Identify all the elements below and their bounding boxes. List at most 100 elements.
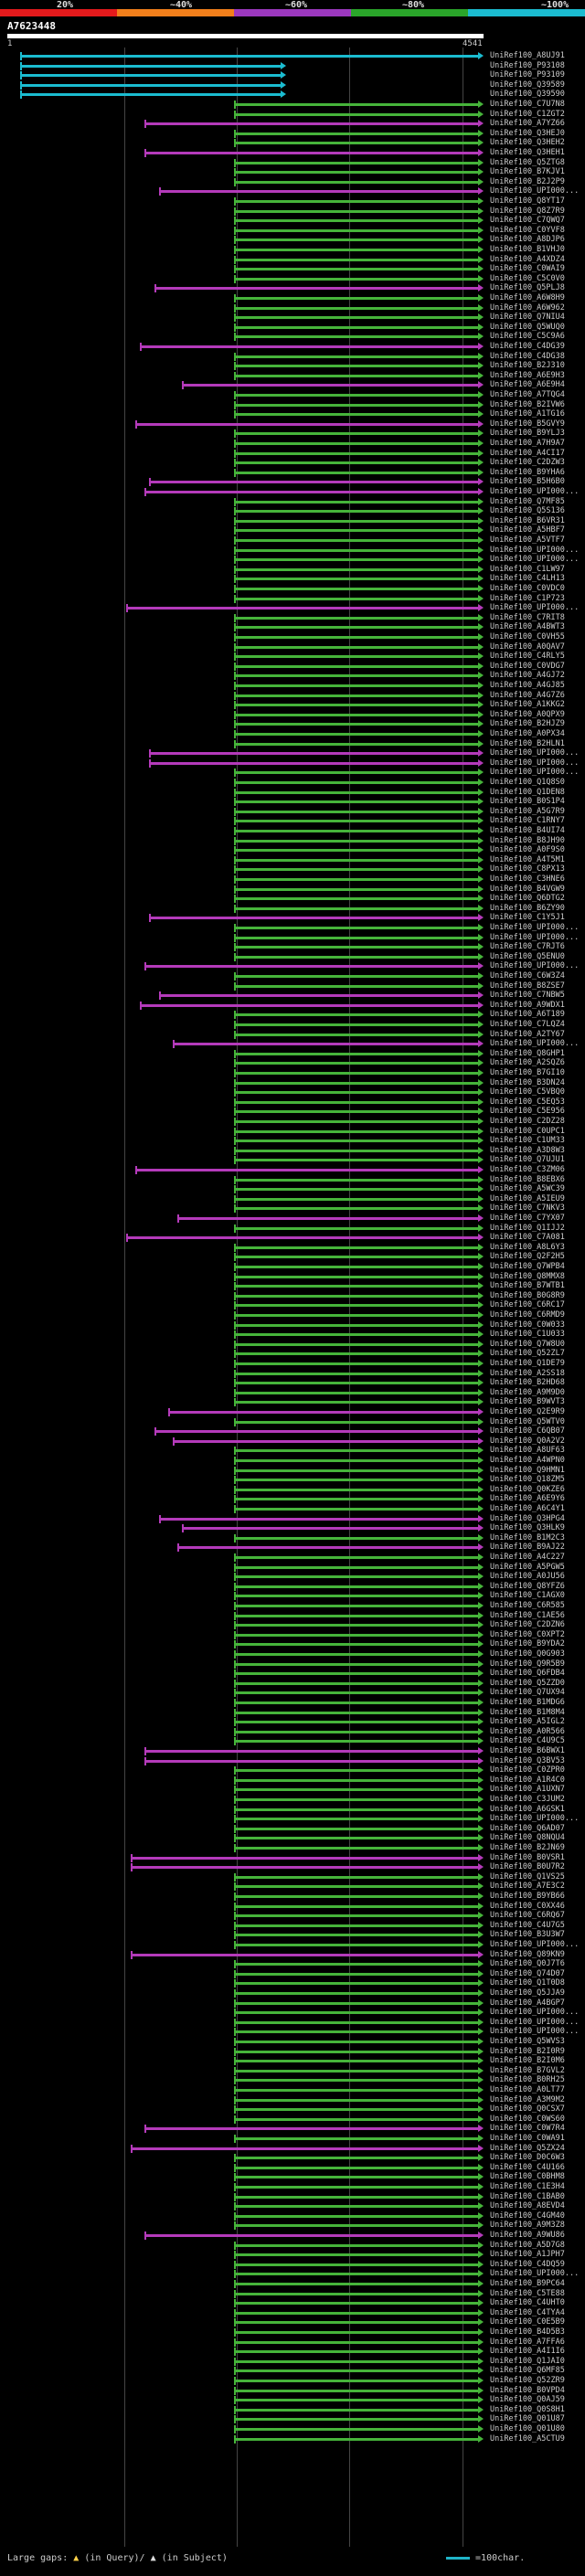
hit-alignment-bar[interactable] bbox=[234, 306, 478, 310]
hit-row[interactable]: UniRef100_B0S1P4 bbox=[0, 797, 585, 807]
hit-label[interactable]: UniRef100_A9WU86 bbox=[490, 2231, 565, 2240]
hit-row[interactable]: UniRef100_B6VR31 bbox=[0, 516, 585, 526]
hit-label[interactable]: UniRef100_A5WC39 bbox=[490, 1184, 565, 1194]
hit-alignment-bar[interactable] bbox=[234, 2437, 478, 2441]
hit-label[interactable]: UniRef100_UPI000... bbox=[490, 1039, 580, 1049]
hit-alignment-bar[interactable] bbox=[234, 1633, 478, 1637]
hit-alignment-bar[interactable] bbox=[234, 1691, 478, 1695]
hit-row[interactable]: UniRef100_UPI000... bbox=[0, 555, 585, 565]
hit-label[interactable]: UniRef100_A4G7Z6 bbox=[490, 690, 565, 700]
hit-alignment-bar[interactable] bbox=[234, 645, 478, 649]
hit-row[interactable]: UniRef100_A6T189 bbox=[0, 1010, 585, 1020]
hit-label[interactable]: UniRef100_UPI000... bbox=[490, 758, 580, 768]
hit-row[interactable]: UniRef100_C4GM40 bbox=[0, 2211, 585, 2221]
hit-label[interactable]: UniRef100_B0RH25 bbox=[490, 2075, 565, 2085]
hit-row[interactable]: UniRef100_UPI000... bbox=[0, 2018, 585, 2028]
hit-row[interactable]: UniRef100_C5E956 bbox=[0, 1107, 585, 1117]
hit-alignment-bar[interactable] bbox=[234, 1778, 478, 1782]
hit-row[interactable]: UniRef100_C0E5B9 bbox=[0, 2317, 585, 2327]
hit-row[interactable]: UniRef100_A0LT77 bbox=[0, 2085, 585, 2095]
hit-row[interactable]: UniRef100_Q0J7T6 bbox=[0, 1959, 585, 1969]
hit-label[interactable]: UniRef100_Q8MMX8 bbox=[490, 1271, 565, 1281]
hit-row[interactable]: UniRef100_Q3HLK9 bbox=[0, 1523, 585, 1533]
hit-label[interactable]: UniRef100_C7NBW5 bbox=[490, 991, 565, 1001]
hit-alignment-bar[interactable] bbox=[234, 2428, 478, 2431]
hit-alignment-bar[interactable] bbox=[234, 1827, 478, 1830]
hit-alignment-bar[interactable] bbox=[234, 219, 478, 223]
hit-alignment-bar[interactable] bbox=[234, 1391, 478, 1394]
hit-row[interactable]: UniRef100_C0WAI9 bbox=[0, 264, 585, 274]
hit-row[interactable]: UniRef100_A5VTF7 bbox=[0, 535, 585, 546]
hit-alignment-bar[interactable] bbox=[234, 2166, 478, 2169]
hit-row[interactable]: UniRef100_A0JU56 bbox=[0, 1572, 585, 1582]
hit-alignment-bar[interactable] bbox=[234, 1585, 478, 1588]
hit-row[interactable]: UniRef100_Q5S136 bbox=[0, 506, 585, 516]
hit-alignment-bar[interactable] bbox=[234, 733, 478, 736]
hit-alignment-bar[interactable] bbox=[234, 1895, 478, 1898]
hit-label[interactable]: UniRef100_B8EBX6 bbox=[490, 1174, 565, 1184]
hit-label[interactable]: UniRef100_Q3HEH1 bbox=[490, 148, 565, 157]
hit-row[interactable]: UniRef100_A6W8H9 bbox=[0, 293, 585, 303]
hit-alignment-bar[interactable] bbox=[234, 1420, 478, 1424]
hit-row[interactable]: UniRef100_A6E9H4 bbox=[0, 380, 585, 390]
hit-alignment-bar[interactable] bbox=[234, 2311, 478, 2315]
hit-label[interactable]: UniRef100_Q01U87 bbox=[490, 2414, 565, 2424]
hit-alignment-bar[interactable] bbox=[234, 1362, 478, 1365]
hit-label[interactable]: UniRef100_A4I1I6 bbox=[490, 2347, 565, 2357]
hit-row[interactable]: UniRef100_B4D5B3 bbox=[0, 2327, 585, 2337]
hit-row[interactable]: UniRef100_A7E3C2 bbox=[0, 1882, 585, 1892]
hit-label[interactable]: UniRef100_B4UI74 bbox=[490, 826, 565, 835]
hit-row[interactable]: UniRef100_A0QAV7 bbox=[0, 642, 585, 652]
hit-row[interactable]: UniRef100_A4WPN0 bbox=[0, 1456, 585, 1466]
hit-alignment-bar[interactable] bbox=[234, 316, 478, 320]
hit-alignment-bar[interactable] bbox=[234, 1256, 478, 1259]
hit-row[interactable]: UniRef100_A5WC39 bbox=[0, 1184, 585, 1194]
hit-alignment-bar[interactable] bbox=[234, 781, 478, 784]
hit-row[interactable]: UniRef100_A1UXN7 bbox=[0, 1785, 585, 1795]
hit-label[interactable]: UniRef100_C0WS60 bbox=[490, 2114, 565, 2124]
hit-alignment-bar[interactable] bbox=[234, 258, 478, 261]
hit-label[interactable]: UniRef100_A9WDX1 bbox=[490, 1000, 565, 1010]
hit-label[interactable]: UniRef100_B2HD68 bbox=[490, 1378, 565, 1388]
hit-label[interactable]: UniRef100_C7U7N8 bbox=[490, 100, 565, 109]
hit-alignment-bar[interactable] bbox=[20, 74, 281, 78]
hit-row[interactable]: UniRef100_B2HD68 bbox=[0, 1378, 585, 1388]
hit-alignment-bar[interactable] bbox=[234, 1653, 478, 1656]
hit-row[interactable]: UniRef100_A0R566 bbox=[0, 1727, 585, 1737]
hit-label[interactable]: UniRef100_C1U033 bbox=[490, 1330, 565, 1340]
hit-label[interactable]: UniRef100_B2J310 bbox=[490, 361, 565, 371]
hit-row[interactable]: UniRef100_B2IVW6 bbox=[0, 400, 585, 410]
hit-alignment-bar[interactable] bbox=[234, 2408, 478, 2412]
hit-label[interactable]: UniRef100_C3JUM2 bbox=[490, 1795, 565, 1804]
hit-label[interactable]: UniRef100_Q6FDB4 bbox=[490, 1669, 565, 1679]
hit-alignment-bar[interactable] bbox=[234, 1488, 478, 1491]
hit-alignment-bar[interactable] bbox=[234, 1013, 478, 1017]
hit-row[interactable]: UniRef100_C1AE56 bbox=[0, 1611, 585, 1621]
hit-label[interactable]: UniRef100_Q6AD07 bbox=[490, 1823, 565, 1833]
hit-alignment-bar[interactable] bbox=[234, 1875, 478, 1879]
hit-label[interactable]: UniRef100_C0ZPR0 bbox=[490, 1765, 565, 1776]
hit-row[interactable]: UniRef100_C6RQ67 bbox=[0, 1911, 585, 1921]
hit-row[interactable]: UniRef100_Q9R5B9 bbox=[0, 1659, 585, 1670]
hit-label[interactable]: UniRef100_B2JN69 bbox=[490, 1843, 565, 1852]
hit-alignment-bar[interactable] bbox=[234, 171, 478, 175]
hit-alignment-bar[interactable] bbox=[234, 1885, 478, 1889]
hit-row[interactable]: UniRef100_C0VDG7 bbox=[0, 662, 585, 672]
hit-alignment-bar[interactable] bbox=[234, 500, 478, 504]
hit-label[interactable]: UniRef100_Q0KZE6 bbox=[490, 1484, 565, 1494]
hit-label[interactable]: UniRef100_B6BWX1 bbox=[490, 1746, 565, 1755]
hit-label[interactable]: UniRef100_A2SQZ6 bbox=[490, 1058, 565, 1068]
hit-alignment-bar[interactable] bbox=[234, 984, 478, 988]
hit-label[interactable]: UniRef100_B3DN24 bbox=[490, 1077, 565, 1087]
hit-alignment-bar[interactable] bbox=[234, 2224, 478, 2228]
hit-row[interactable]: UniRef100_Q52ZR9 bbox=[0, 2376, 585, 2386]
hit-row[interactable]: UniRef100_C5C9A6 bbox=[0, 332, 585, 342]
hit-row[interactable]: UniRef100_C0ZPR0 bbox=[0, 1765, 585, 1776]
hit-label[interactable]: UniRef100_C0W7R4 bbox=[490, 2124, 565, 2134]
hit-alignment-bar[interactable] bbox=[234, 1847, 478, 1850]
hit-alignment-bar[interactable] bbox=[234, 519, 478, 523]
hit-alignment-bar[interactable] bbox=[177, 1546, 478, 1550]
hit-row[interactable]: UniRef100_Q01U87 bbox=[0, 2414, 585, 2424]
hit-row[interactable]: UniRef100_A8EVD4 bbox=[0, 2201, 585, 2211]
hit-row[interactable]: UniRef100_A4GJ72 bbox=[0, 671, 585, 681]
